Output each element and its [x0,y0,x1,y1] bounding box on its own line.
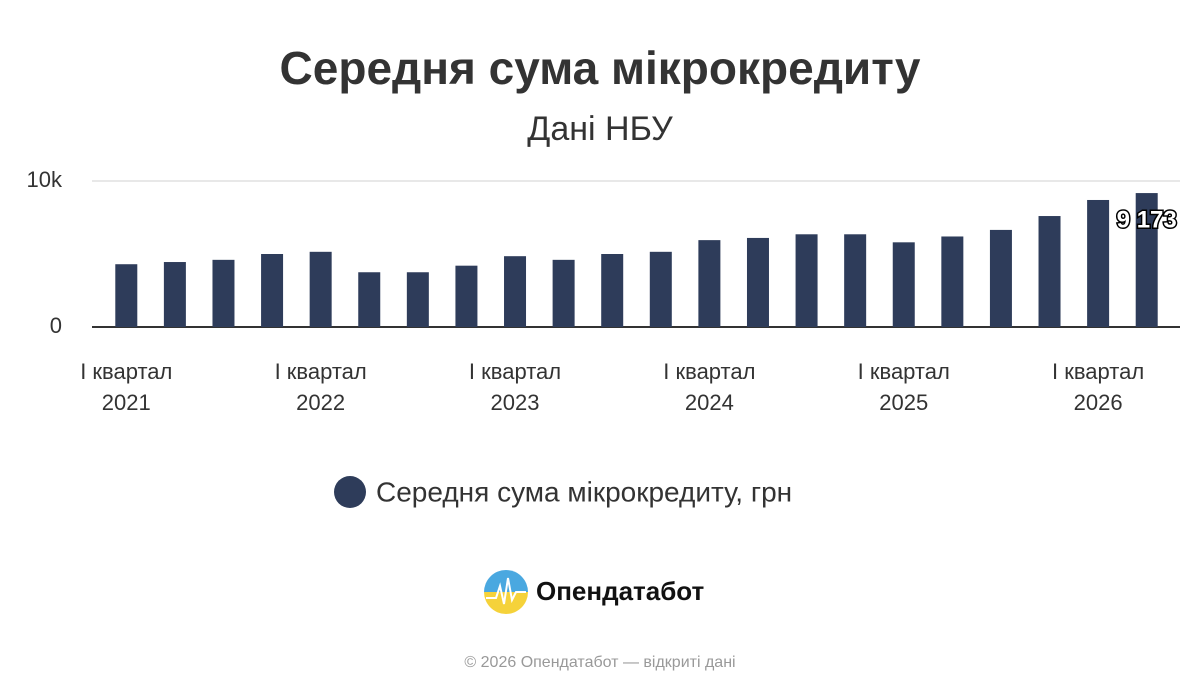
x-tick-label: І квартал 2021 [80,359,173,415]
legend-marker [334,476,366,508]
legend-label: Середня сума мікрокредиту, грн [376,476,792,507]
bar [844,234,867,327]
x-tick-label: І квартал 2023 [468,359,562,415]
bar [795,234,818,327]
brand: Опендатабот [536,576,705,606]
bar [261,254,284,327]
bar [358,272,381,327]
bar [212,259,235,327]
bar [406,272,429,327]
chart-subtitle: Дані НБУ [527,110,673,148]
y-tick-label: 10k [27,167,63,192]
value-label: 9 173 [1117,206,1177,233]
bar [892,242,915,327]
bar [1135,193,1158,327]
bar [1038,216,1061,327]
x-tick-label: І квартал 2025 [857,359,950,415]
bar [746,237,769,327]
chart-title: Середня сума мікрокредиту [280,42,921,94]
bar [115,264,138,327]
bar [941,236,964,327]
footer: © 2026 Опендатабот — відкриті дані [464,654,735,671]
x-tick-label: І квартал 2022 [274,359,367,415]
bar [309,251,332,327]
bar [552,259,575,327]
bar [163,262,186,327]
y-tick-label: 0 [50,313,62,338]
x-tick-label: І квартал 2024 [663,359,756,415]
logo-wave [486,577,526,605]
bar [504,256,527,327]
bar [989,229,1012,327]
x-tick-label: І квартал 2026 [1052,359,1145,415]
bar [601,254,624,327]
bar [455,265,478,327]
bar [649,251,672,327]
bar [1087,199,1110,327]
bar [698,240,721,327]
